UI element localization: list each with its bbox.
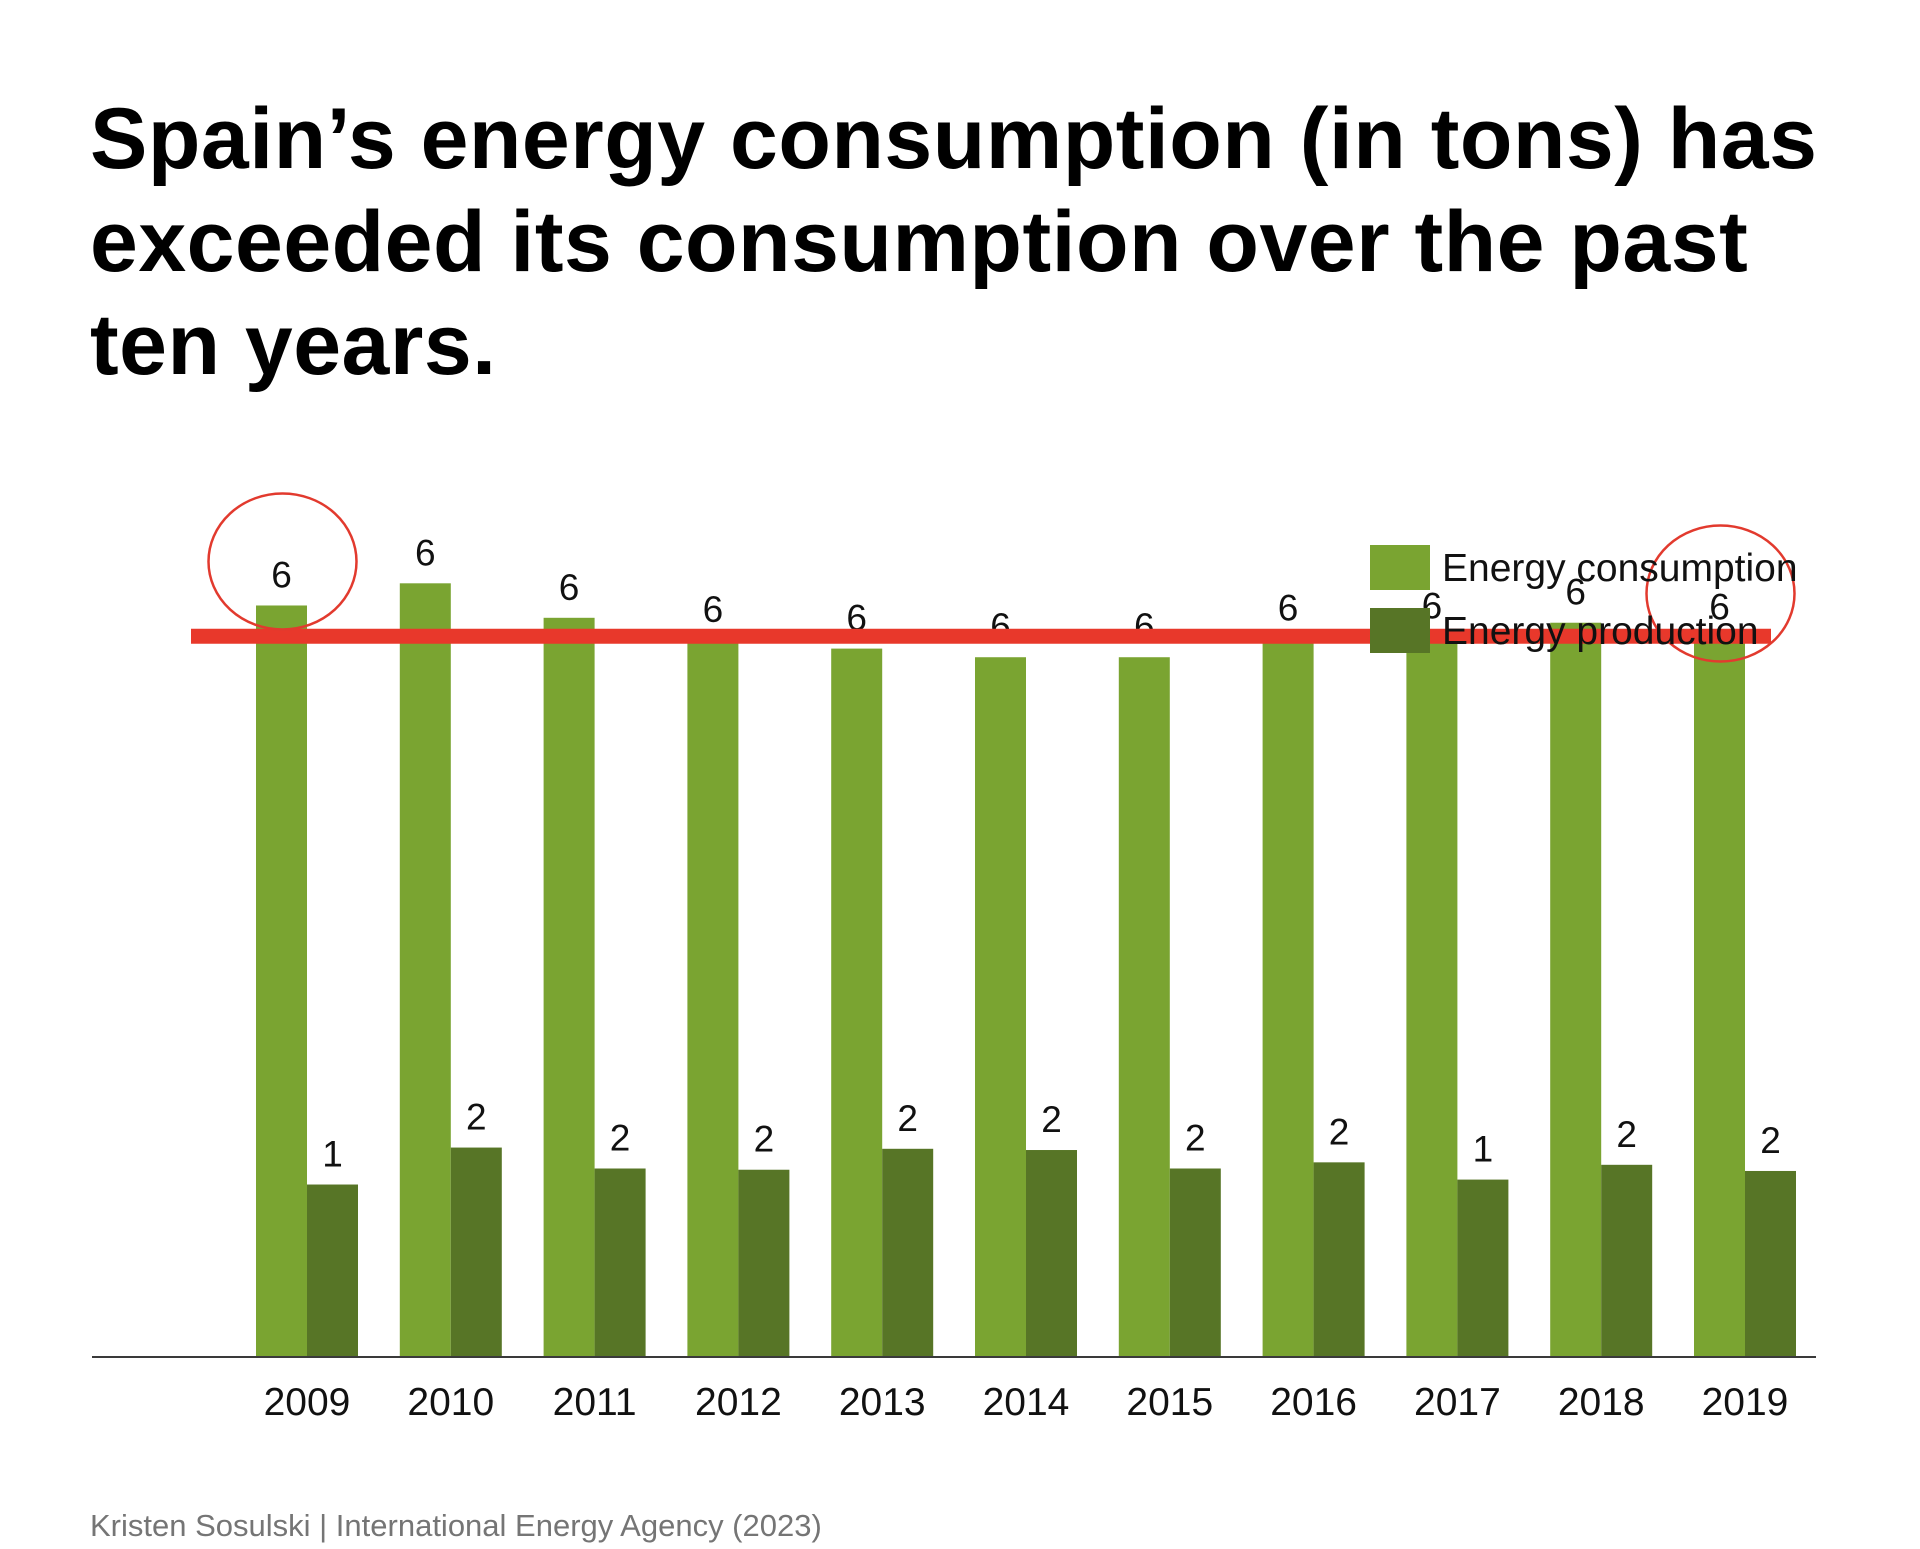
data-label-consumption-2012: 6 [703, 589, 724, 630]
data-label-consumption-2016: 6 [1278, 588, 1299, 629]
data-label-production-2019: 2 [1760, 1120, 1781, 1161]
bar-consumption-2013 [831, 648, 883, 1357]
data-label-consumption-2011: 6 [559, 567, 580, 608]
bar-production-2015 [1169, 1168, 1221, 1357]
data-label-consumption-2010: 6 [415, 532, 436, 573]
legend: Energy consumption Energy production [1370, 545, 1798, 653]
data-label-production-2014: 2 [1041, 1099, 1062, 1140]
x-tick-labels-layer: 2009 2010 2011 2012 2013 2014 2015 2016 2017 2018… [264, 1381, 1789, 1424]
x-tick-label-2017: 2017 [1414, 1381, 1501, 1424]
bar-production-2018 [1601, 1164, 1653, 1357]
data-label-production-2015: 2 [1185, 1118, 1206, 1159]
bar-consumption-2009 [256, 605, 307, 1357]
legend-label-production: Energy production [1442, 610, 1759, 653]
legend-swatch-consumption [1370, 545, 1430, 590]
source-note: Kristen Sosulski | International Energy … [90, 1508, 822, 1543]
bar-production-2011 [594, 1168, 646, 1357]
data-label-consumption-2009: 6 [271, 554, 292, 595]
bar-consumption-2016 [1262, 638, 1314, 1357]
x-tick-label-2012: 2012 [695, 1381, 782, 1424]
data-label-production-2013: 2 [897, 1098, 918, 1139]
x-tick-label-2014: 2014 [983, 1381, 1070, 1424]
data-label-consumption-2013: 6 [846, 598, 867, 639]
data-label-consumption-2019: 6 [1709, 587, 1730, 628]
bar-production-2019 [1745, 1170, 1796, 1357]
bar-consumption-2019 [1694, 637, 1745, 1357]
data-label-production-2010: 2 [466, 1097, 487, 1138]
x-tick-label-2016: 2016 [1270, 1381, 1357, 1424]
data-label-production-2012: 2 [754, 1119, 775, 1160]
x-tick-label-2009: 2009 [264, 1381, 351, 1424]
data-label-production-2009: 1 [322, 1134, 343, 1175]
x-tick-label-2013: 2013 [839, 1381, 926, 1424]
bar-consumption-2011 [543, 617, 595, 1357]
highlight-circle-2009 [207, 492, 358, 631]
bar-production-2014 [1026, 1150, 1077, 1357]
bar-consumption-2017 [1406, 636, 1458, 1357]
x-tick-label-2019: 2019 [1702, 1381, 1789, 1424]
highlight-layer [207, 492, 1796, 663]
bar-production-2016 [1313, 1162, 1365, 1357]
bar-production-2013 [882, 1148, 934, 1357]
bar-production-2017 [1457, 1179, 1509, 1357]
legend-label-consumption: Energy consumption [1442, 547, 1798, 590]
x-tick-label-2018: 2018 [1558, 1381, 1645, 1424]
bar-consumption-2015 [1118, 657, 1170, 1357]
bar-consumption-2018 [1550, 622, 1602, 1357]
data-label-production-2018: 2 [1616, 1114, 1637, 1155]
bar-production-2010 [450, 1147, 502, 1357]
x-tick-label-2015: 2015 [1126, 1381, 1213, 1424]
chart-title: Spain’s energy consumption (in tons) has… [90, 91, 1818, 393]
bar-consumption-2010 [399, 583, 451, 1357]
data-label-consumption-2018: 6 [1565, 572, 1586, 613]
data-label-production-2011: 2 [610, 1118, 631, 1159]
bar-production-2012 [738, 1169, 790, 1357]
bar-production-2009 [307, 1184, 358, 1357]
bars-layer [256, 583, 1796, 1357]
highlight-circle-2019 [1645, 524, 1796, 663]
data-label-production-2016: 2 [1329, 1111, 1350, 1152]
data-label-production-2017: 1 [1473, 1129, 1494, 1170]
legend-swatch-production [1370, 608, 1430, 653]
x-tick-label-2011: 2011 [553, 1381, 637, 1424]
bar-consumption-2014 [975, 657, 1026, 1357]
x-tick-label-2010: 2010 [407, 1381, 494, 1424]
bar-consumption-2012 [687, 639, 739, 1357]
